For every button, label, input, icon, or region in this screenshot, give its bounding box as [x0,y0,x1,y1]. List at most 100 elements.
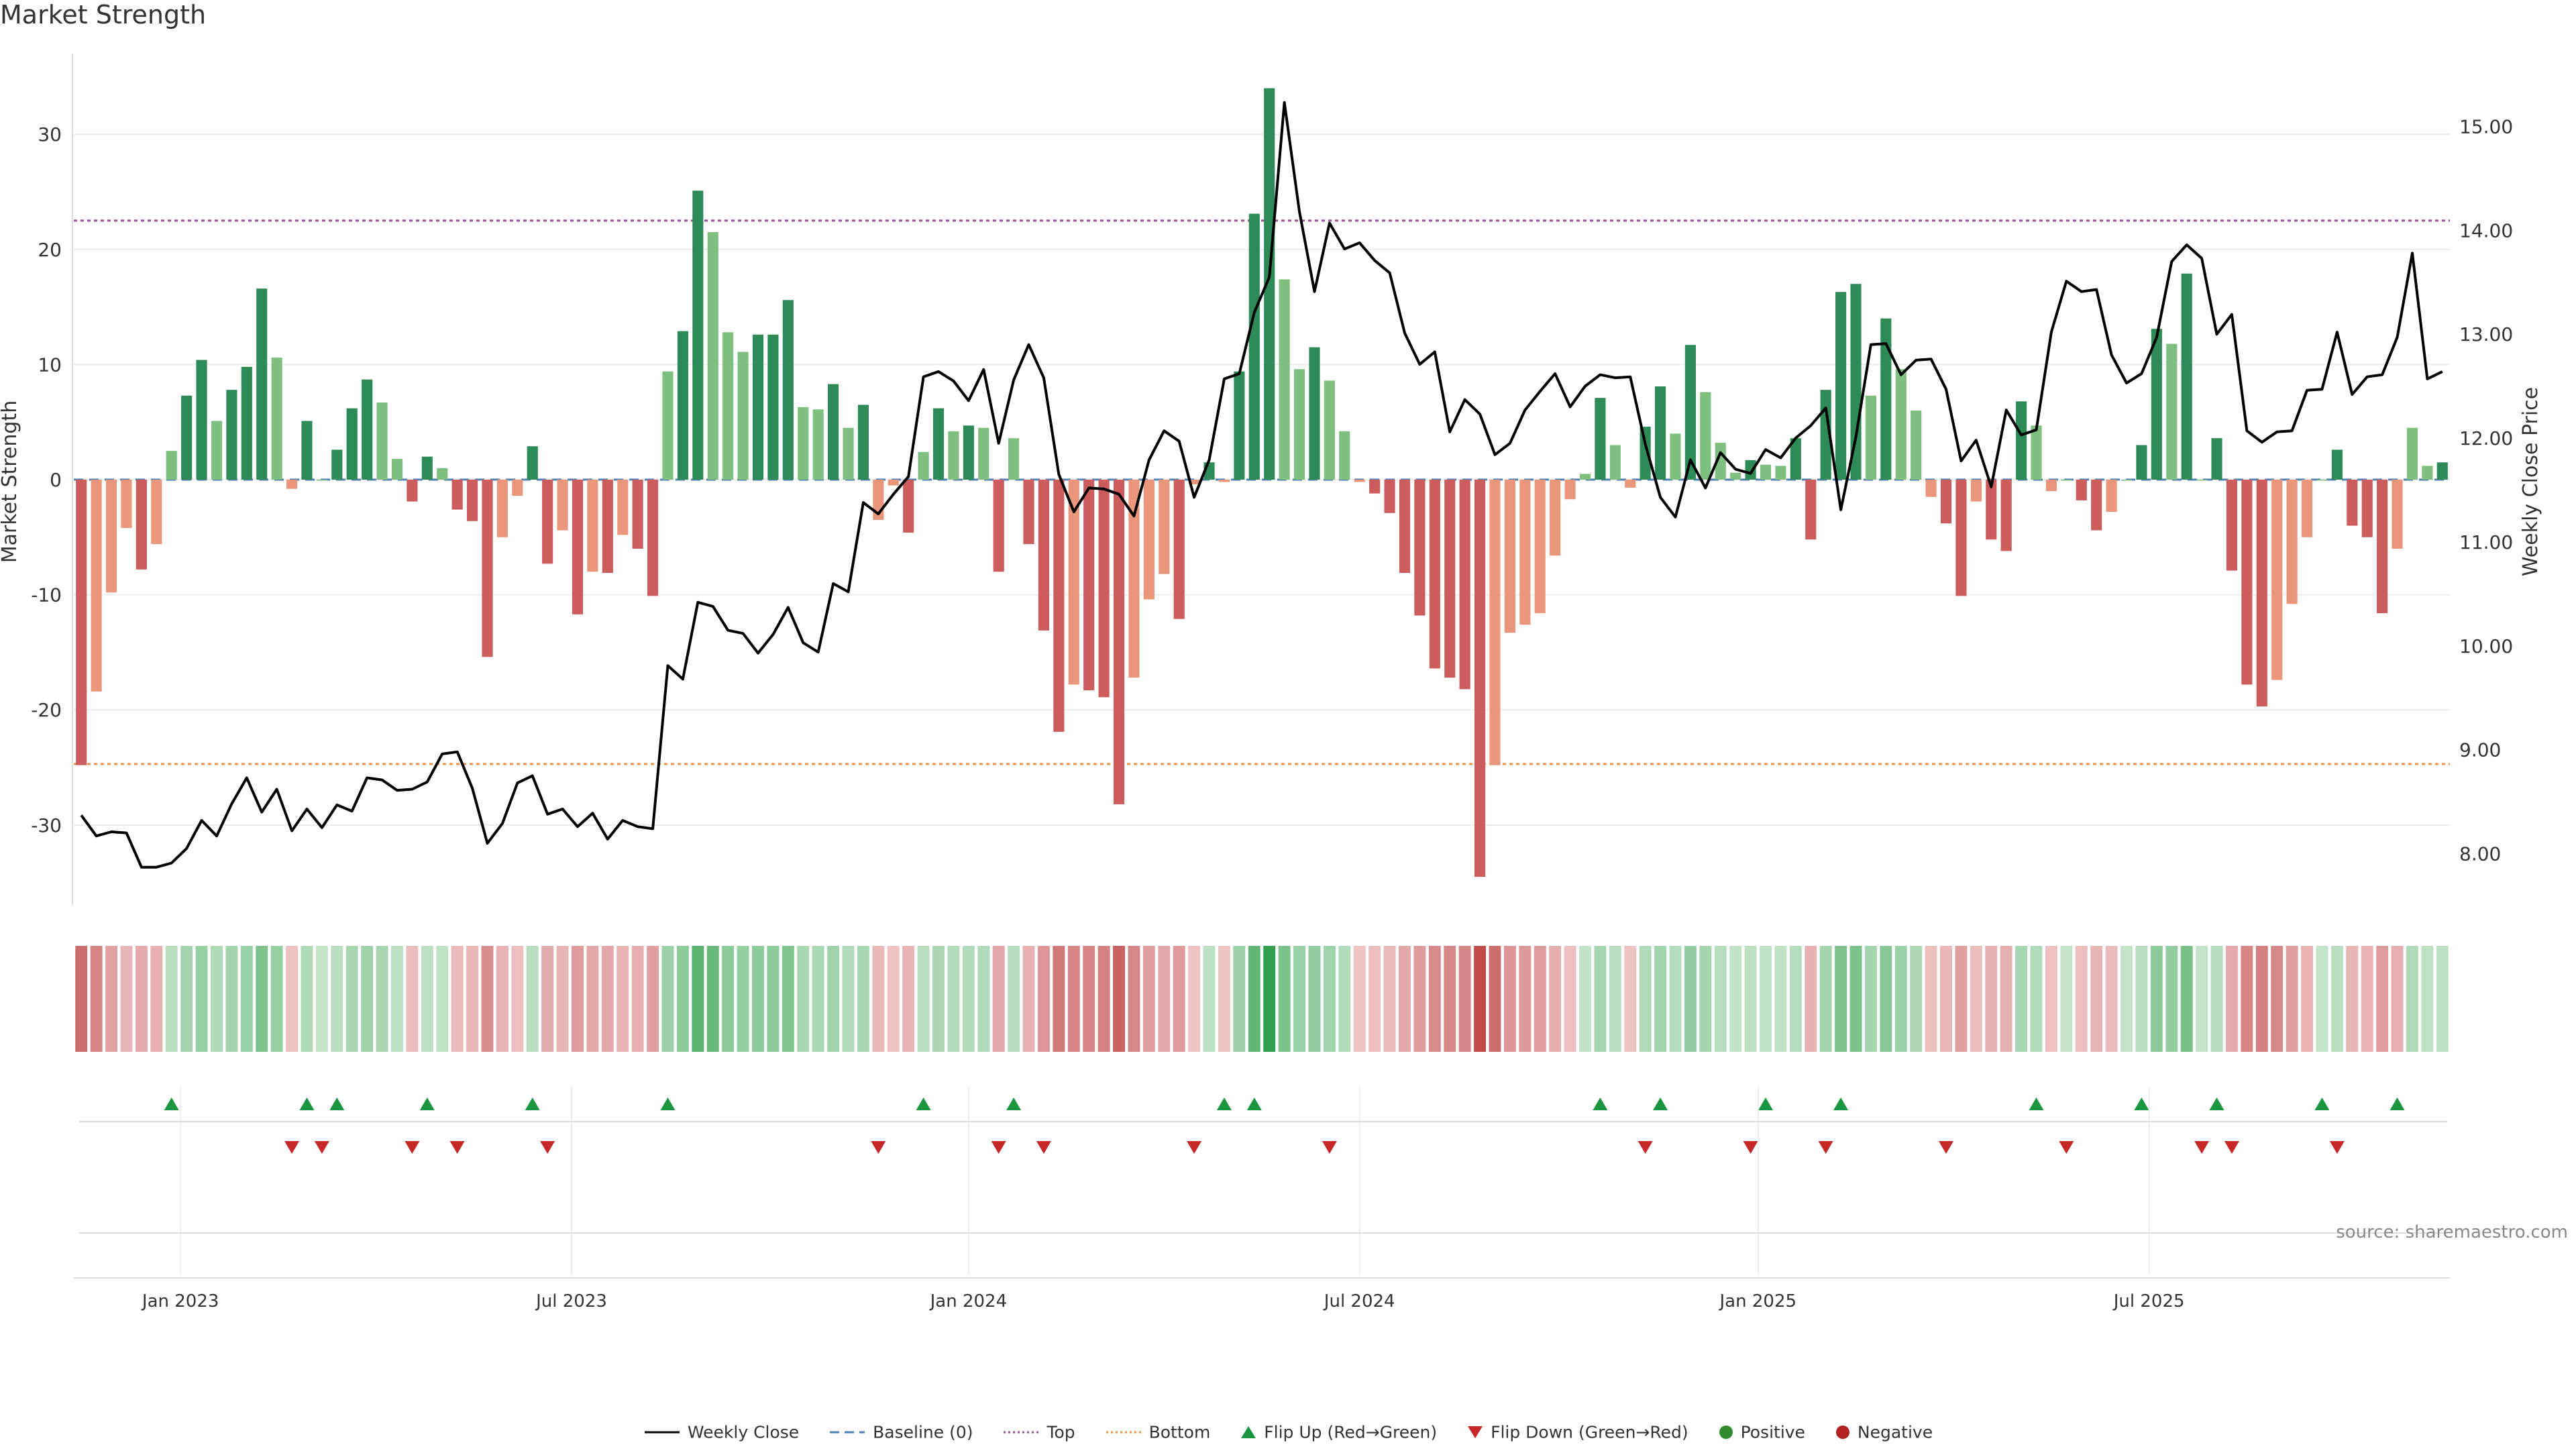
y-tick-label: 20 [38,239,62,261]
legend-weekly-close[interactable]: Weekly Close [643,1421,799,1442]
strength-bar [617,480,629,535]
legend-positive[interactable]: Positive [1718,1421,1805,1442]
heat-cell [195,946,208,1052]
y2-tick-label: 8.00 [2459,843,2501,865]
flip-up-marker [1758,1097,1773,1110]
heat-cell [752,946,764,1052]
strength-bar [1940,480,1952,524]
strength-bar [2436,462,2448,480]
strength-bar [1339,431,1350,480]
strength-bar [437,468,448,480]
strength-bar [1955,480,1967,596]
heat-cell [2330,946,2343,1052]
strength-bar [1264,88,1275,480]
strength-bar [918,451,929,480]
strength-bar [2286,480,2298,604]
flip-up-marker [2134,1097,2149,1110]
strength-bar [301,421,313,480]
y-tick-label: 0 [50,469,62,491]
heat-cell [1744,946,1757,1052]
heat-cell [2075,946,2088,1052]
strength-bar [647,480,659,596]
strength-bar [1700,392,1711,480]
heat-cell [737,946,749,1052]
heat-cell [1564,946,1576,1052]
flip-down-marker [449,1141,465,1154]
heat-cell [376,946,388,1052]
strength-bar [136,480,147,570]
flip-down-marker [2059,1141,2074,1154]
heat-cell [2271,946,2284,1052]
strength-bar [812,409,824,480]
strength-bar [1309,347,1320,480]
flip-up-marker [329,1097,345,1110]
heat-cell [511,946,524,1052]
strength-bar [2061,480,2072,481]
legend-flip-down[interactable]: Flip Down (Green→Red) [1466,1421,1688,1442]
strength-bar [1609,445,1621,480]
strength-bar [1279,279,1290,480]
legend-line-icon [644,1431,680,1434]
heat-cell [1022,946,1035,1052]
heat-cell [1864,946,1877,1052]
heat-cell [1729,946,1742,1052]
triangle-up-icon [1241,1426,1256,1438]
strength-bar [1143,480,1155,600]
heat-cell [977,946,990,1052]
heat-cell [887,946,900,1052]
heat-cell [767,946,780,1052]
strength-bar [2136,445,2147,480]
page-title: Market Strength [0,0,207,30]
heat-cell [827,946,840,1052]
strength-bar [1173,480,1185,619]
legend-flip-up-label: Flip Up (Red→Green) [1264,1422,1438,1442]
strength-bar [391,459,403,480]
strength-bar [527,446,538,480]
strength-bar [1880,318,1892,480]
heat-cell [1639,946,1652,1052]
heat-cell [556,946,569,1052]
flip-up-marker [2390,1097,2405,1110]
heat-cell [1399,946,1411,1052]
heat-cell [2150,946,2163,1052]
strength-bar [1835,292,1847,480]
heat-cell [2421,946,2434,1052]
heat-cell [1067,946,1080,1052]
x-tick-label: Jul 2025 [2112,1291,2185,1311]
heat-cell [1158,946,1171,1052]
strength-bar [482,480,493,657]
heat-cell [286,946,299,1052]
flip-down-marker [284,1141,300,1154]
heat-cell [1789,946,1802,1052]
heat-cell [2180,946,2193,1052]
strength-bar [1865,395,1876,480]
legend-baseline[interactable]: Baseline (0) [828,1421,973,1442]
strength-bar [572,480,584,614]
heat-cell [1880,946,1892,1052]
heat-cell [75,946,88,1052]
heat-cell [1474,946,1487,1052]
heat-cell [466,946,479,1052]
strength-bar [1489,480,1501,765]
strength-bar [316,480,327,481]
legend-negative[interactable]: Negative [1835,1421,1933,1442]
heat-cell [661,946,674,1052]
strength-bar [2406,427,2418,480]
heat-cell [782,946,794,1052]
y-tick-label: 30 [38,123,62,146]
legend-flip-up[interactable]: Flip Up (Red→Green) [1240,1421,1437,1442]
legend-top[interactable]: Top [1002,1421,1075,1442]
heat-cell [165,946,178,1052]
flip-down-marker [314,1141,329,1154]
heat-cell [647,946,659,1052]
heat-cell [1053,946,1065,1052]
heat-cell [1654,946,1667,1052]
strength-bar [2422,466,2433,480]
y2-tick-label: 13.00 [2459,323,2513,345]
strength-bar [1564,480,1576,500]
legend-bottom[interactable]: Bottom [1105,1421,1210,1442]
heat-cell [2346,946,2359,1052]
strength-bar [76,480,87,765]
flip-up-marker [1653,1097,1668,1110]
heat-cell [1142,946,1155,1052]
